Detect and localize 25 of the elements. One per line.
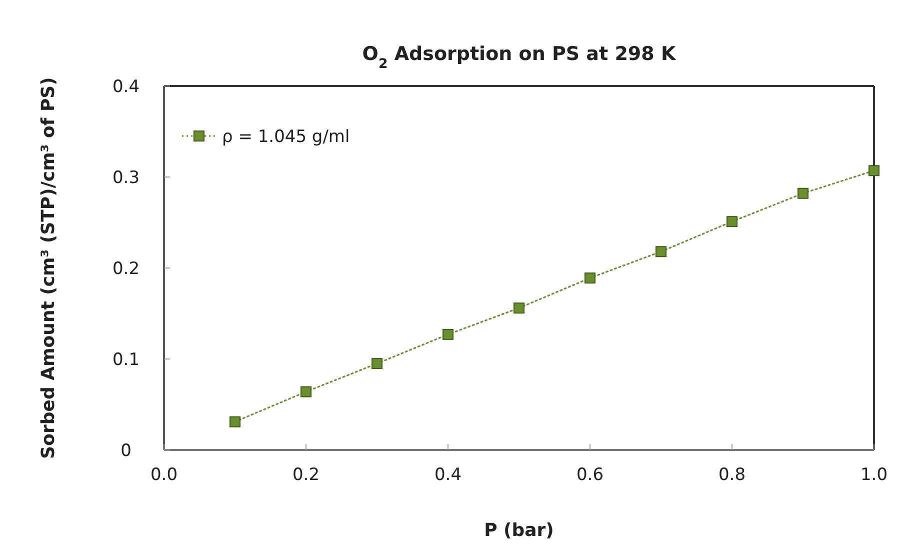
y-tick-label: 0.4 [112,77,140,97]
x-tick-label: 0.0 [150,465,178,485]
point [584,272,596,284]
y-tick-label: 0.2 [112,259,140,279]
y-tick-label: 0 [120,441,132,461]
y-tick-label: 0.1 [112,350,140,370]
point [868,165,880,176]
legend-label: ρ = 1.045 g/ml [222,127,350,147]
point [656,246,666,258]
x-tick-label: 0.6 [576,465,604,485]
point [514,302,524,314]
point [726,216,738,228]
x-tick-label: 1.0 [860,465,888,485]
point [442,328,454,340]
x-axis-title: P (bar) [484,520,554,541]
x-tick-label: 0.4 [434,465,462,485]
y-axis-title: Sorbed Amount (cm³ (STP)/cm³ of PS) [38,77,59,459]
point [300,386,312,398]
chart-title: O$_{2}$ Adsorption on PS at 298 K [362,43,677,72]
x-tick-label: 0.2 [292,465,320,485]
x-tick-label: 0.8 [718,465,746,485]
y-tick-label: 0.3 [112,168,140,188]
point [798,188,808,199]
point [230,416,240,428]
point [372,358,382,370]
